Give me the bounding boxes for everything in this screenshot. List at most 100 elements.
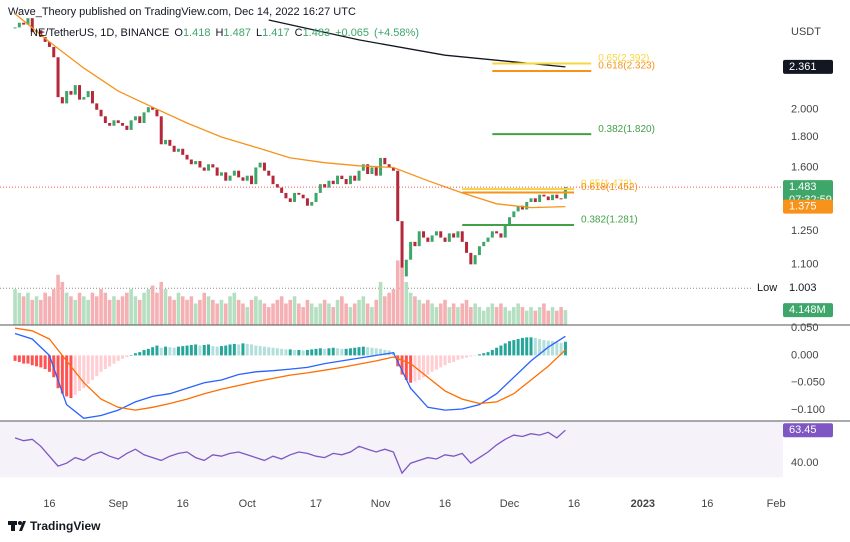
price-badge: 1.375	[789, 201, 817, 213]
legend-low: 1.417	[262, 27, 290, 39]
volume-bar	[73, 299, 78, 325]
candle	[439, 231, 443, 238]
volume-bar	[155, 292, 159, 325]
volume-bar	[426, 299, 430, 325]
volume-bar	[357, 299, 361, 325]
histogram-bar	[473, 355, 477, 356]
publisher: Wave_Theory published on TradingView.com…	[8, 6, 356, 18]
fib-label: 0.618(2.323)	[598, 61, 655, 72]
volume-bar	[292, 296, 297, 325]
candle	[297, 192, 301, 195]
histogram-bar	[542, 340, 546, 356]
y-tick-label: 1.100	[791, 258, 819, 270]
histogram-bar	[219, 346, 223, 356]
volume-bar	[503, 307, 508, 325]
legend-change-pct: (+4.58%)	[374, 27, 419, 39]
candle	[181, 148, 185, 155]
candle	[82, 97, 86, 100]
y-tick-label: 2.000	[791, 104, 819, 116]
volume-bar	[520, 307, 525, 325]
histogram-bar	[99, 355, 103, 372]
histogram-bar	[159, 347, 163, 356]
candle	[374, 167, 378, 176]
x-tick-label: Sep	[108, 498, 128, 510]
histogram-bar	[486, 352, 490, 356]
candle	[138, 116, 142, 124]
candle	[331, 180, 335, 185]
volume-bar	[26, 292, 30, 325]
candle	[60, 97, 64, 104]
brand: TradingView	[30, 519, 101, 533]
histogram-bar	[207, 344, 211, 356]
volume-bar	[211, 299, 215, 325]
candle	[456, 231, 460, 238]
candle	[26, 18, 30, 25]
histogram-bar	[86, 355, 90, 384]
candle	[280, 187, 284, 193]
volume-bar	[137, 299, 142, 325]
price-badge-bg	[783, 59, 833, 74]
candle	[172, 145, 176, 152]
histogram-bar	[17, 355, 21, 362]
volume-bar	[473, 303, 477, 325]
volume-bar	[168, 296, 172, 325]
volume-bar	[236, 299, 241, 325]
histogram-bar	[250, 344, 254, 356]
candle	[520, 205, 524, 210]
candle	[288, 198, 292, 202]
histogram-bar	[374, 348, 378, 356]
candle	[237, 170, 241, 178]
histogram-bar	[331, 347, 335, 356]
histogram-bar	[30, 355, 34, 366]
candle	[108, 123, 112, 126]
volume-bar	[309, 303, 314, 325]
candle	[211, 164, 215, 168]
candle	[533, 198, 537, 202]
candle	[258, 162, 262, 168]
histogram-bar	[133, 353, 137, 356]
y-tick-label: −0.100	[791, 404, 825, 416]
candle	[30, 18, 34, 33]
histogram-bar	[563, 341, 567, 356]
candle	[551, 194, 555, 201]
volume-bar	[486, 307, 490, 325]
histogram-bar	[340, 348, 344, 356]
y-tick-label: 40.00	[791, 457, 819, 469]
histogram-bar	[181, 346, 185, 356]
volume-bar	[271, 303, 275, 325]
candle	[271, 175, 275, 185]
candle	[318, 184, 322, 193]
histogram-bar	[215, 346, 219, 356]
candle	[194, 161, 198, 165]
volume-bar	[413, 296, 417, 325]
histogram-bar	[224, 345, 228, 356]
volume-bar	[47, 296, 52, 325]
x-tick-label: Oct	[239, 498, 256, 510]
volume-badge-bg	[783, 303, 833, 318]
x-tick-label: Dec	[500, 498, 520, 510]
y-tick-label: −0.050	[791, 377, 825, 389]
candle	[310, 201, 314, 206]
candle	[215, 167, 219, 176]
fib-label: 0.618(1.452)	[581, 182, 638, 193]
volume-bar	[563, 310, 568, 325]
histogram-bar	[112, 355, 116, 364]
x-tick-label: 16	[177, 498, 189, 510]
volume-bar	[30, 299, 35, 325]
candle	[301, 194, 305, 199]
volume-bar	[279, 296, 284, 325]
candle	[267, 170, 271, 176]
volume-bar	[395, 260, 400, 325]
volume-bar	[284, 303, 288, 325]
histogram-bar	[400, 355, 404, 375]
x-tick-label: 16	[568, 498, 580, 510]
volume-bar	[331, 307, 336, 325]
price-badge: 1.483	[789, 181, 817, 193]
histogram-bar	[465, 355, 469, 358]
volume-bar	[150, 285, 155, 325]
histogram-bar	[73, 355, 77, 395]
rsi-badge-bg	[783, 423, 833, 438]
candle	[198, 161, 202, 168]
